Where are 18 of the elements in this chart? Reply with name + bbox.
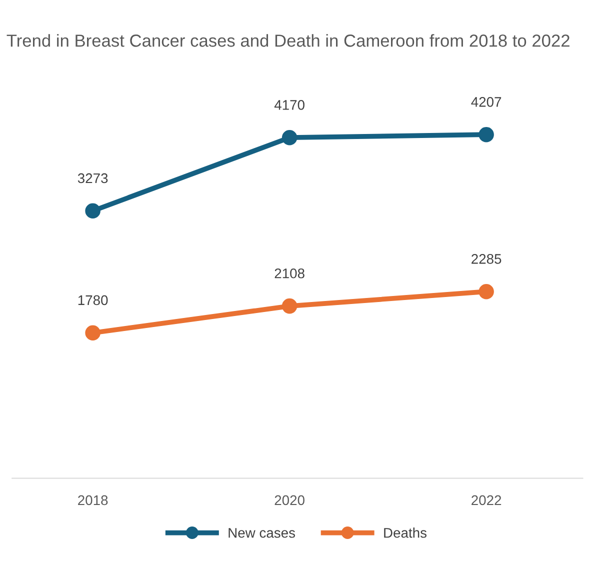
data-label: 4170 xyxy=(274,100,304,110)
data-label: 4207 xyxy=(471,97,502,107)
chart-title: Trend in Breast Cancer cases and Death in Cameroon from 2018 to 2022 xyxy=(6,34,570,47)
data-label: 1780 xyxy=(78,295,108,306)
point xyxy=(85,325,100,340)
data-label: 3273 xyxy=(78,173,108,184)
point xyxy=(478,126,494,142)
point xyxy=(478,284,494,300)
legend-label: New cases xyxy=(228,528,295,538)
x-tick-label: 2018 xyxy=(78,495,108,506)
data-label: 2108 xyxy=(274,268,304,278)
point xyxy=(85,203,100,219)
x-tick-label: 2022 xyxy=(472,495,502,506)
legend-label: Deaths xyxy=(384,528,427,538)
point xyxy=(282,298,298,314)
x-tick-label: 2020 xyxy=(274,495,304,506)
point xyxy=(282,130,298,146)
data-label: 2285 xyxy=(472,254,502,264)
